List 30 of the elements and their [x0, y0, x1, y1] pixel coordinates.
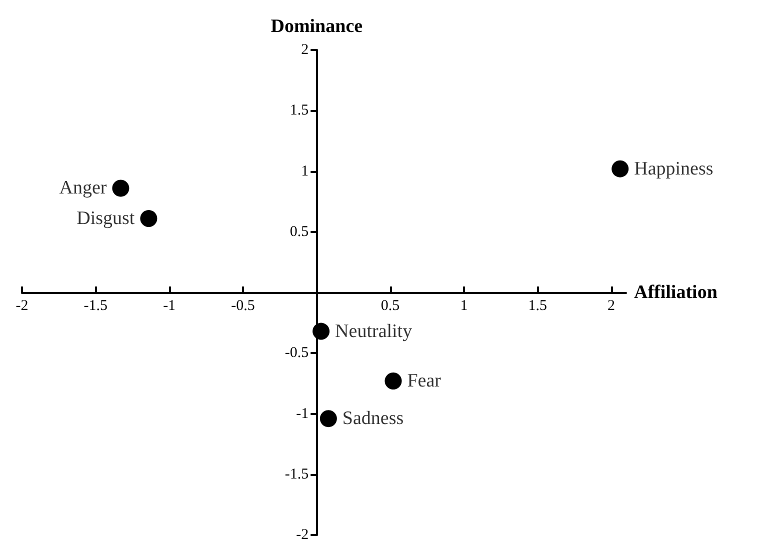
annotation: Neutrality — [335, 320, 413, 342]
annotation: Fear — [407, 370, 442, 392]
point — [140, 210, 158, 228]
point — [320, 410, 337, 428]
y-tick-label: 1 — [301, 163, 309, 180]
point — [312, 322, 330, 340]
y-tick-label: -1 — [296, 406, 309, 422]
y-tick-label: 2 — [301, 42, 309, 58]
x-tick-label: -1.5 — [84, 298, 108, 314]
x-tick-label: -1 — [163, 298, 176, 314]
annotation: Disgust — [76, 208, 136, 230]
x-tick-label: 2 — [608, 298, 616, 314]
point — [384, 372, 402, 390]
y-tick-label: -2 — [296, 527, 309, 543]
x-tick-label: -0.5 — [231, 298, 255, 314]
x-axis-title: Affiliation — [634, 282, 718, 303]
annotation: Anger — [59, 178, 108, 199]
x-tick-label: 1.5 — [528, 298, 547, 314]
x-tick-label: 0.5 — [380, 298, 400, 314]
annotation: Sadness — [342, 408, 404, 430]
x-tick-label: -2 — [16, 298, 28, 314]
y-tick-label: -0.5 — [284, 345, 309, 362]
point — [112, 180, 130, 197]
y-tick-label: 0.5 — [290, 224, 309, 240]
x-tick-label: 1 — [460, 298, 468, 314]
annotation: Happiness — [634, 158, 714, 180]
y-tick-label: 1.5 — [290, 102, 309, 119]
y-tick-label: -1.5 — [284, 466, 309, 482]
point — [612, 160, 629, 178]
y-axis-title: Dominance — [270, 16, 363, 37]
